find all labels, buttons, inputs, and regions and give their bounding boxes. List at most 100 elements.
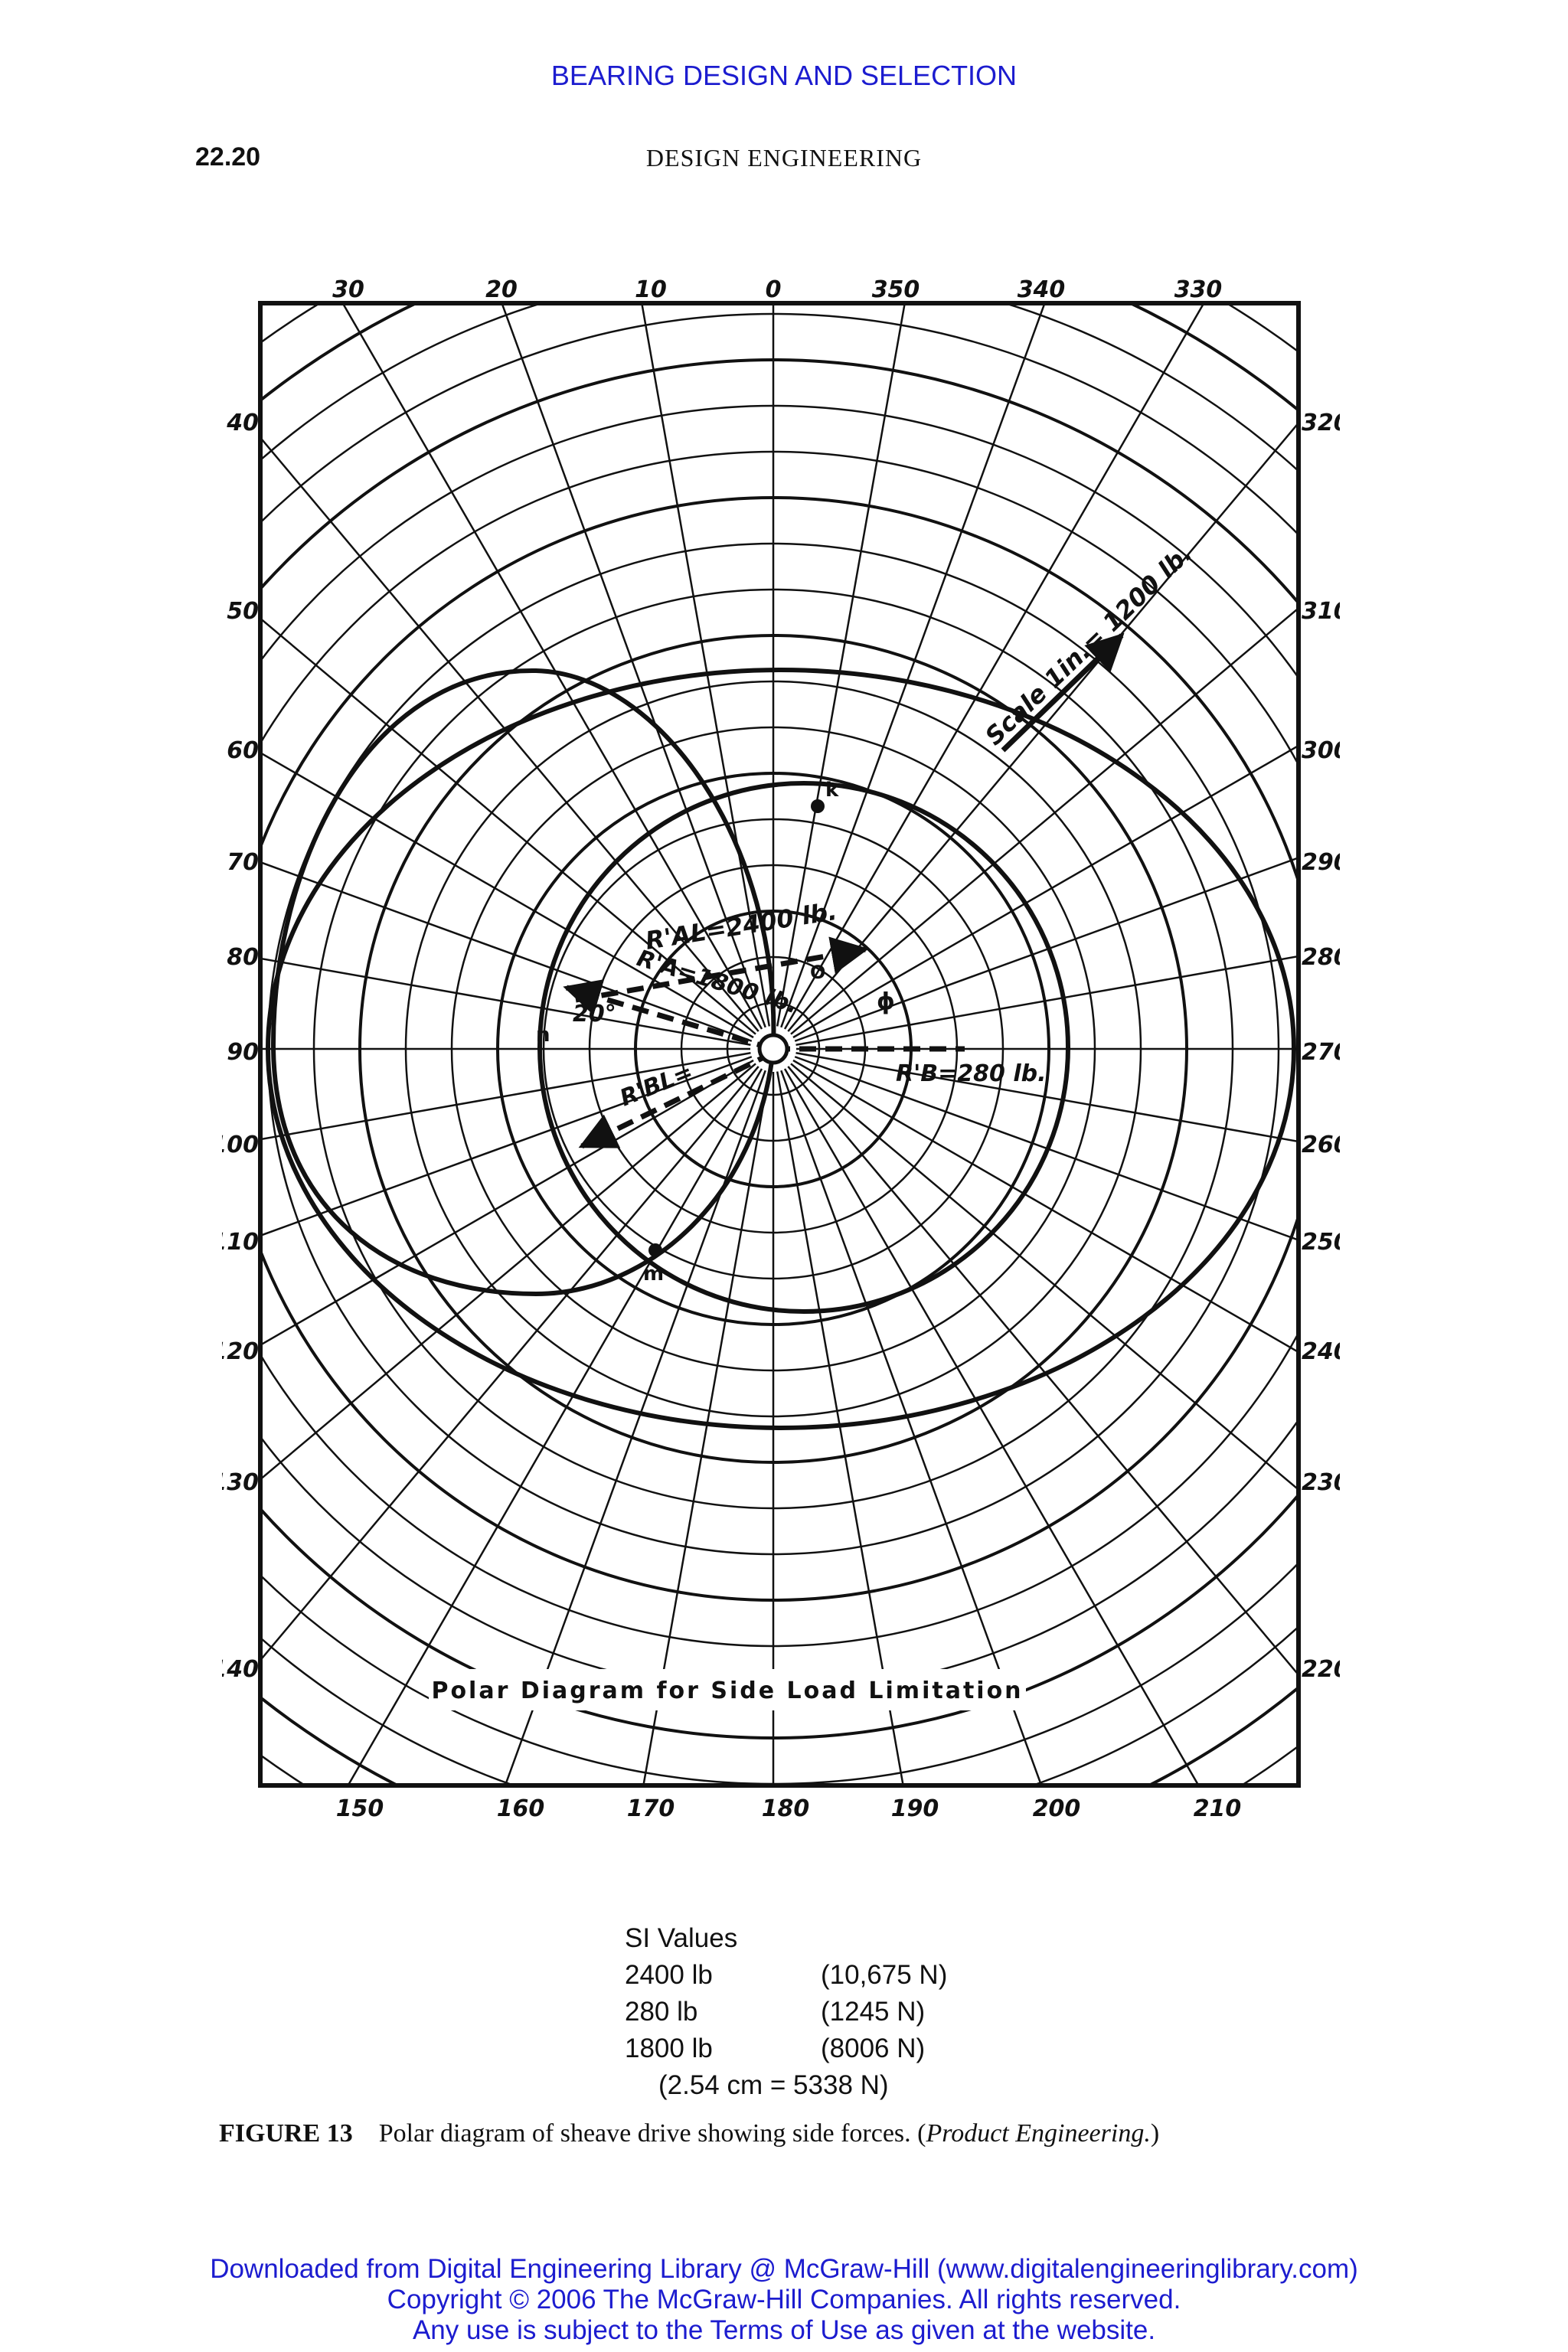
angle-tick-label: 300 bbox=[1302, 737, 1340, 764]
figure-title: Polar Diagram for Side Load Limitation bbox=[431, 1677, 1023, 1704]
section-title: DESIGN ENGINEERING bbox=[645, 144, 923, 172]
angle-tick-label: 40 bbox=[226, 410, 259, 436]
load-curves bbox=[266, 668, 1296, 1430]
rbl-vector bbox=[578, 1050, 775, 1149]
angle-tick-label: 190 bbox=[891, 1795, 939, 1822]
si-row-lb: 280 lb bbox=[625, 1997, 698, 2027]
rb-label: R'B=280 lb. bbox=[896, 1060, 1047, 1087]
figure-caption: FIGURE 13 Polar diagram of sheave drive s… bbox=[219, 2119, 1159, 2148]
caption-label: FIGURE 13 bbox=[219, 2119, 353, 2148]
grid-radial-line bbox=[795, 955, 1298, 1047]
grid-radial-line bbox=[792, 744, 1298, 1039]
angle-tick-label: 330 bbox=[1174, 276, 1223, 303]
caption-end: ) bbox=[1150, 2119, 1160, 2148]
si-values: SI Values 2400 lb (10,675 N) 280 lb (124… bbox=[625, 1923, 1008, 2101]
angle-tick-label: 240 bbox=[1302, 1338, 1340, 1365]
angle-tick-label: 110 bbox=[222, 1229, 259, 1256]
angle-tick-label: 260 bbox=[1302, 1132, 1340, 1158]
polar-diagram: R'AL=2400 lb. R'A=1800 lb. R'BL= R'B=280… bbox=[222, 276, 1340, 1822]
angle-tick-label: 10 bbox=[635, 276, 667, 303]
angle-tick-label: 50 bbox=[227, 598, 259, 625]
grid-radial-line bbox=[260, 1059, 754, 1347]
grid-radial-line bbox=[260, 751, 754, 1039]
grid-radial-line bbox=[783, 1068, 1200, 1785]
grid-radial-line bbox=[260, 1056, 753, 1237]
caption-source: Product Engineering. bbox=[926, 2119, 1151, 2148]
angle-tick-label: 310 bbox=[1302, 598, 1340, 625]
diagram-points bbox=[648, 799, 825, 1257]
footer-copyright: Copyright © 2006 The McGraw-Hill Compani… bbox=[387, 2285, 1181, 2314]
si-row-n: (1245 N) bbox=[821, 1997, 926, 2027]
angle-tick-label: 140 bbox=[222, 1656, 259, 1683]
grid-radial-line bbox=[776, 303, 906, 1027]
angle-tick-label: 80 bbox=[227, 944, 259, 971]
grid-radial-line bbox=[347, 1068, 763, 1785]
angle-tick-label: 250 bbox=[1302, 1229, 1340, 1256]
footer-download: Downloaded from Digital Engineering Libr… bbox=[210, 2254, 1358, 2284]
si-row-n: (10,675 N) bbox=[821, 1960, 948, 1990]
angle-tick-label: 70 bbox=[227, 849, 259, 876]
grid-radial-line bbox=[780, 303, 1046, 1028]
si-row: 1800 lb (8006 N) bbox=[625, 2034, 1008, 2070]
angle-tick-label: 290 bbox=[1302, 849, 1340, 876]
ral-vector bbox=[575, 936, 869, 1003]
angle-tick-label: 160 bbox=[497, 1795, 545, 1822]
grid-radial-line bbox=[642, 1071, 771, 1785]
angle-label: 20° bbox=[573, 1001, 616, 1027]
grid-radial-line bbox=[260, 436, 760, 1032]
angle-tick-label: 30 bbox=[332, 276, 364, 303]
angle-tick-label: 60 bbox=[227, 737, 259, 764]
point-o-label: O bbox=[810, 962, 825, 983]
angle-tick-label: 180 bbox=[762, 1795, 810, 1822]
grid-radial-line bbox=[792, 1059, 1298, 1354]
grid-radial-line bbox=[504, 1070, 766, 1785]
grid-radial-line bbox=[260, 1063, 756, 1481]
origin-dot bbox=[757, 1033, 789, 1065]
si-title: SI Values bbox=[625, 1923, 738, 1953]
si-row: 2400 lb (10,675 N) bbox=[625, 1960, 1008, 1997]
grid-radial-line bbox=[795, 1051, 1298, 1143]
grid-radial-line bbox=[260, 861, 753, 1042]
angle-tick-label: 100 bbox=[222, 1132, 259, 1158]
grid-radial-line bbox=[260, 1066, 760, 1662]
caption-text: Polar diagram of sheave drive showing si… bbox=[378, 2119, 926, 2148]
point-n-label: n bbox=[536, 1024, 550, 1047]
angle-tick-label: 230 bbox=[1302, 1469, 1340, 1496]
phi-label: ϕ bbox=[877, 988, 895, 1015]
angle-tick-label: 350 bbox=[872, 276, 920, 303]
medium-limit-circle bbox=[537, 781, 1070, 1314]
grid-radial-line bbox=[790, 606, 1298, 1035]
angle-tick-label: 220 bbox=[1302, 1656, 1340, 1683]
si-scale: (2.54 cm = 5338 N) bbox=[658, 2070, 889, 2100]
rbl-label: R'BL= bbox=[616, 1059, 697, 1112]
angle-tick-label: 320 bbox=[1302, 410, 1340, 436]
scale-line bbox=[1001, 632, 1125, 753]
figure-title-bg bbox=[429, 1669, 1026, 1710]
angle-tick-label: 20 bbox=[485, 276, 518, 303]
grid-radial-line bbox=[776, 1071, 904, 1785]
angle-tick-label: 200 bbox=[1033, 1795, 1081, 1822]
point-k-label: k bbox=[825, 779, 839, 802]
large-limit-circle bbox=[266, 668, 1296, 1430]
grid-radial-line bbox=[341, 303, 763, 1030]
si-row-lb: 1800 lb bbox=[625, 2034, 713, 2063]
si-row: 280 lb (1245 N) bbox=[625, 1997, 1008, 2034]
grid-radial-line bbox=[501, 303, 766, 1028]
angle-tick-label: 120 bbox=[222, 1338, 259, 1365]
angle-tick-label: 0 bbox=[766, 276, 782, 303]
page-number: 22.20 bbox=[195, 142, 261, 172]
angle-tick-label: 210 bbox=[1194, 1795, 1242, 1822]
angle-tick-label: 150 bbox=[336, 1795, 384, 1822]
angle-tick-label: 270 bbox=[1302, 1039, 1340, 1066]
point-m-dot bbox=[648, 1243, 662, 1257]
angle-tick-label: 90 bbox=[227, 1039, 259, 1066]
grid-radial-line bbox=[783, 303, 1205, 1030]
force-vectors bbox=[563, 632, 1125, 1149]
point-k-dot bbox=[811, 799, 825, 813]
angle-tick-label: 170 bbox=[627, 1795, 675, 1822]
footer-terms: Any use is subject to the Terms of Use a… bbox=[412, 2315, 1156, 2345]
polar-grid bbox=[260, 303, 1298, 1785]
grid-radial-line bbox=[260, 617, 756, 1035]
angle-tick-label: 130 bbox=[222, 1469, 259, 1496]
